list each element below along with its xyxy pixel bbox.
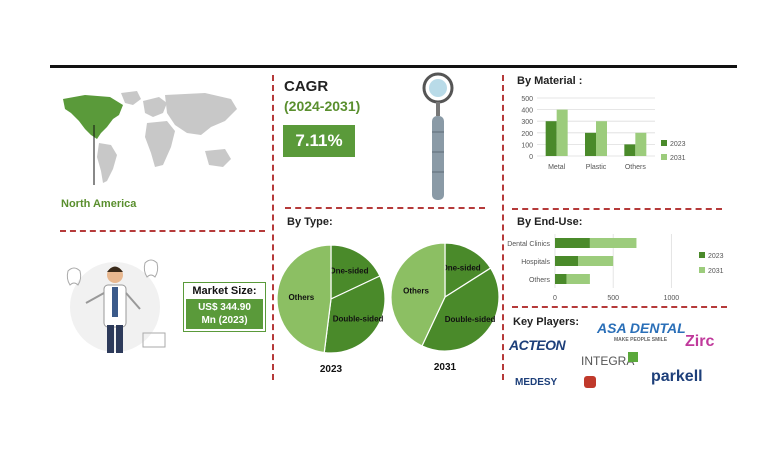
cagr-period: (2024-2031)	[284, 98, 361, 114]
divider-region	[60, 230, 265, 232]
pie2-slice-0	[444, 242, 492, 299]
mat-legend-swatch-0	[661, 140, 667, 146]
mat-legend-label-1: 2031	[670, 155, 686, 162]
eu-bar-1-1	[578, 256, 614, 266]
by-end-use-title: By End-Use:	[517, 216, 583, 228]
mat-bar-0-0	[545, 121, 557, 156]
eu-ytick-0: Dental Clinics	[507, 241, 550, 248]
mat-ytick-3: 300	[521, 119, 533, 126]
pie1-label-0: One-sided	[329, 267, 368, 276]
dentist-illustration	[66, 259, 166, 353]
pie2-year: 2031	[434, 362, 457, 373]
map-greenland	[121, 91, 141, 105]
eu-bar-2-1	[566, 274, 590, 284]
pie2-label-2: Others	[403, 287, 429, 296]
map-australia	[205, 149, 231, 167]
logo-asa-tagline: MAKE PEOPLE SMILE	[614, 337, 668, 343]
map-europe	[143, 97, 167, 117]
divider-material	[512, 208, 722, 210]
eu-xtick-2: 1000	[664, 295, 680, 302]
map-south-america	[97, 143, 117, 183]
pie2-label-1: Double-sided	[445, 315, 496, 324]
by-material-chart: 0 100 200 300 400 500 Metal Plastic Others 2023 20…	[521, 96, 686, 171]
pie1-label-2: Others	[288, 293, 314, 302]
mat-bar-0-1	[556, 109, 568, 156]
mat-bar-1-0	[585, 132, 596, 156]
mat-ytick-2: 200	[521, 131, 533, 138]
eu-bar-0-0	[555, 238, 590, 248]
pie2-slice-1	[421, 267, 500, 352]
cagr-value: 7.11%	[283, 125, 355, 157]
mat-bar-2-0	[624, 144, 636, 156]
mat-ytick-5: 500	[521, 96, 533, 103]
market-size-value-line2: Mn (2023)	[201, 315, 248, 326]
divider-cagr	[285, 207, 485, 209]
by-material-title: By Material :	[517, 75, 583, 87]
mat-ytick-4: 400	[521, 108, 533, 115]
eu-xtick-1: 500	[607, 295, 619, 302]
integra-mark-icon	[628, 352, 638, 362]
cagr-title: CAGR	[284, 78, 329, 95]
key-players-title: Key Players:	[513, 316, 580, 328]
logo-acteon: ACTEON	[509, 337, 566, 353]
mat-ytick-1: 100	[521, 142, 533, 149]
mat-ytick-0: 0	[529, 154, 533, 161]
pie1-slice-2	[276, 244, 332, 354]
by-type-title: By Type:	[287, 216, 333, 228]
eu-legend-swatch-1	[699, 267, 705, 273]
mat-xtick-1: Plastic	[586, 164, 607, 171]
map-asia	[165, 93, 237, 135]
pie1-slice-1	[323, 275, 386, 354]
divider-left	[272, 75, 274, 380]
map-africa	[145, 121, 175, 167]
mat-xtick-0: Metal	[548, 164, 566, 171]
logo-parkell: parkell	[651, 368, 703, 385]
mat-bar-2-1	[635, 132, 647, 156]
world-map	[63, 91, 237, 185]
pie1-year: 2023	[320, 364, 343, 375]
market-size-value-line1: US$ 344.90	[198, 302, 251, 313]
region-label: North America	[61, 198, 137, 210]
divider-right	[502, 75, 504, 380]
pie2-slice-2	[390, 242, 446, 347]
dental-mirror-icon	[422, 72, 454, 200]
map-north-america	[63, 95, 123, 139]
pie1-slice-0	[330, 244, 381, 300]
eu-xtick-0: 0	[553, 295, 557, 302]
mat-legend-swatch-1	[661, 154, 667, 160]
eu-ytick-2: Others	[529, 277, 551, 284]
by-end-use-chart: 0 500 1000 Dental Clinics Hospitals Others 202…	[507, 234, 724, 302]
eu-bar-2-0	[555, 274, 567, 284]
logo-integra: INTEGRA	[581, 354, 635, 368]
eu-legend-label-1: 2031	[708, 268, 724, 275]
logo-medesy: MEDESY	[515, 377, 558, 388]
eu-bar-0-1	[589, 238, 637, 248]
mat-bar-1-1	[596, 121, 607, 156]
market-size-card: Market Size: US$ 344.90 Mn (2023)	[183, 282, 266, 332]
mat-legend-label-0: 2023	[670, 141, 686, 148]
logo-asa-dental: ASA DENTAL	[597, 320, 686, 336]
by-type-pies: One-sided Double-sided Others 2023 One-side…	[276, 242, 500, 375]
logo-zirc: Zirc	[685, 333, 715, 350]
pie2-label-0: One-sided	[442, 264, 481, 273]
divider-enduse	[512, 306, 727, 308]
medesy-shield-icon	[584, 376, 596, 388]
mat-xtick-2: Others	[625, 164, 647, 171]
eu-bar-1-0	[555, 256, 579, 266]
market-size-label: Market Size:	[192, 285, 257, 297]
eu-legend-label-0: 2023	[708, 253, 724, 260]
market-size-value: US$ 344.90 Mn (2023)	[186, 299, 263, 329]
eu-legend-swatch-0	[699, 252, 705, 258]
eu-ytick-1: Hospitals	[521, 259, 550, 266]
top-rule	[50, 65, 737, 68]
pie1-label-1: Double-sided	[333, 315, 384, 324]
